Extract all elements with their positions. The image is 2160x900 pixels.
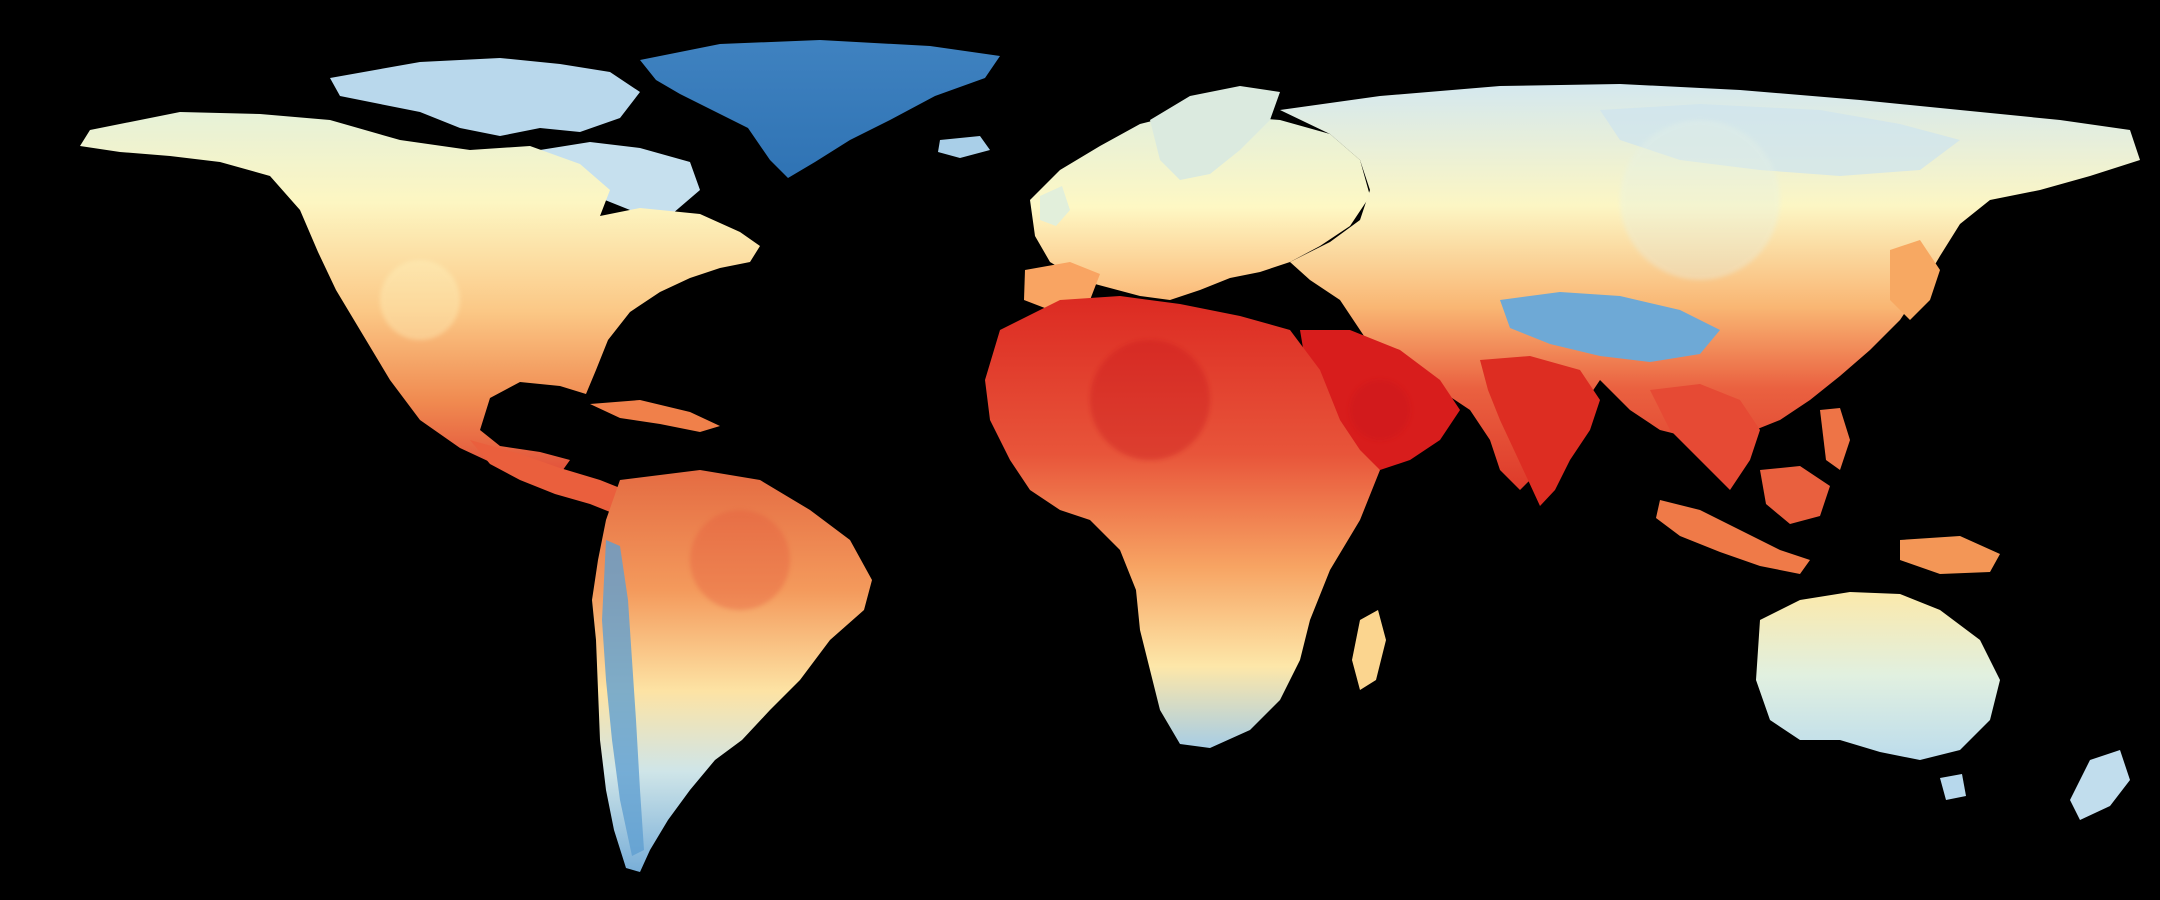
region-iceland	[938, 136, 990, 158]
region-tibetan-plateau	[1500, 292, 1720, 362]
region-greenland	[640, 40, 1000, 178]
region-indonesia	[1656, 500, 1810, 574]
region-south-america	[592, 470, 872, 872]
region-australia	[1756, 592, 2000, 760]
region-british-isles	[1040, 186, 1070, 226]
region-arctic-canada	[330, 58, 640, 136]
region-southeast-asia	[1650, 384, 1760, 490]
texture-overlay	[380, 120, 1780, 610]
region-africa	[985, 296, 1380, 748]
region-scandinavia	[1150, 86, 1280, 180]
region-andes	[602, 540, 644, 856]
region-europe	[1030, 114, 1370, 300]
region-india	[1480, 356, 1600, 506]
region-new-guinea	[1900, 536, 2000, 574]
region-madagascar	[1352, 610, 1386, 690]
region-new-zealand	[2070, 750, 2130, 820]
region-borneo	[1760, 466, 1830, 524]
region-japan	[1890, 240, 1940, 320]
region-philippines	[1820, 408, 1850, 470]
region-tasmania	[1940, 774, 1966, 800]
region-caribbean	[590, 400, 720, 432]
region-arctic-canada	[540, 142, 700, 214]
region-iberia	[1024, 262, 1100, 310]
